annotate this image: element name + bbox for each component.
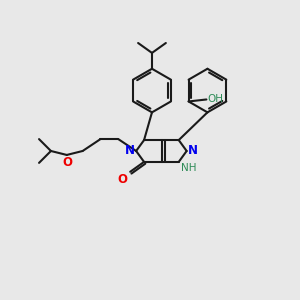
Text: OH: OH: [207, 94, 224, 104]
Text: O: O: [63, 156, 73, 169]
Text: N: N: [125, 145, 135, 158]
Text: NH: NH: [181, 163, 196, 173]
Text: O: O: [117, 173, 127, 186]
Text: N: N: [188, 145, 198, 158]
